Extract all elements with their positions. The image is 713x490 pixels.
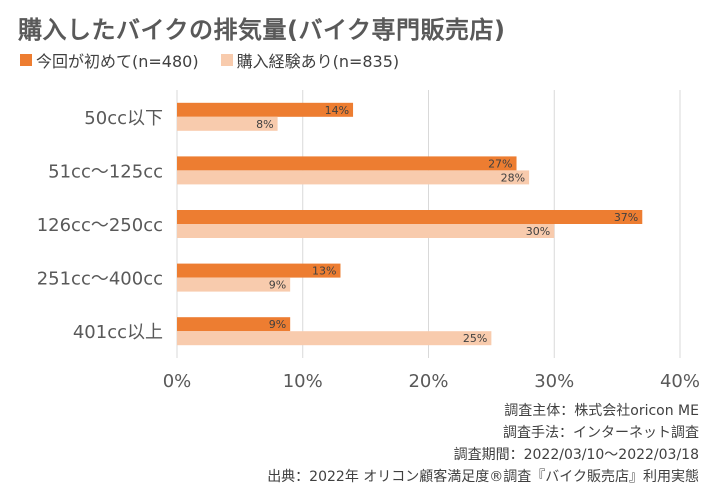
bar-experienced [177, 116, 278, 131]
footer-line-source: 出典：2022年 オリコン顧客満足度®調査『バイク販売店』利用実態 [267, 469, 699, 485]
category-label: 126cc～250cc [37, 215, 163, 236]
bar-first-time [177, 102, 354, 117]
bar-experienced [177, 224, 555, 238]
category-label: 251cc～400cc [37, 269, 163, 290]
legend-item-first-time: 今回が初めて(n=480) [20, 48, 199, 72]
bar-first-time [177, 210, 643, 224]
x-tick-label: 40% [660, 371, 700, 392]
data-label: 37% [614, 211, 638, 224]
bar-first-time [177, 156, 517, 171]
footer-line-survey-org: 調査主体：株式会社oricon ME [504, 403, 699, 419]
x-tick-label: 0% [163, 371, 192, 392]
bar-first-time [177, 263, 341, 278]
bar-experienced [177, 170, 530, 185]
category-label: 50cc以下 [84, 108, 163, 129]
data-label: 9% [269, 318, 286, 331]
legend-swatch-experienced [220, 54, 233, 66]
chart-title: 購入したバイクの排気量(バイク専門販売店) [18, 16, 506, 44]
data-label: 27% [488, 157, 512, 170]
bar-first-time [177, 317, 291, 332]
legend-label-first-time: 今回が初めて(n=480) [36, 52, 199, 71]
footer-line-survey-method: 調査手法：インターネット調査 [503, 425, 699, 441]
bar-chart: 0% 10% 20% 30% 40% 50cc以下 14% 8% 51cc～125cc 27%28… [37, 90, 700, 392]
data-label: 8% [256, 118, 273, 131]
data-label: 28% [501, 171, 525, 184]
footer-line-survey-period: 調査期間：2022/03/10～2022/03/18 [453, 447, 699, 463]
x-tick-label: 20% [408, 371, 448, 392]
data-label: 25% [463, 332, 487, 345]
x-tick-label: 30% [534, 371, 574, 392]
bar-experienced [177, 331, 492, 346]
data-label: 13% [312, 265, 336, 278]
x-tick-label: 10% [283, 371, 323, 392]
bar-experienced [177, 277, 291, 292]
chart-footer: 調査主体：株式会社oricon ME 調査手法：インターネット調査 調査期間：2… [267, 400, 699, 488]
legend-label-experienced: 購入経験あり(n=835) [236, 52, 400, 71]
category-label: 401cc以上 [73, 322, 163, 343]
data-label: 30% [526, 225, 550, 238]
data-label: 14% [325, 104, 349, 117]
legend-swatch-first-time [20, 54, 32, 66]
chart-legend: 今回が初めて(n=480) 購入経験あり(n=835) [20, 48, 421, 72]
data-label: 9% [269, 279, 286, 292]
category-label: 51cc～125cc [48, 161, 163, 182]
legend-item-experienced: 購入経験あり(n=835) [220, 48, 400, 72]
